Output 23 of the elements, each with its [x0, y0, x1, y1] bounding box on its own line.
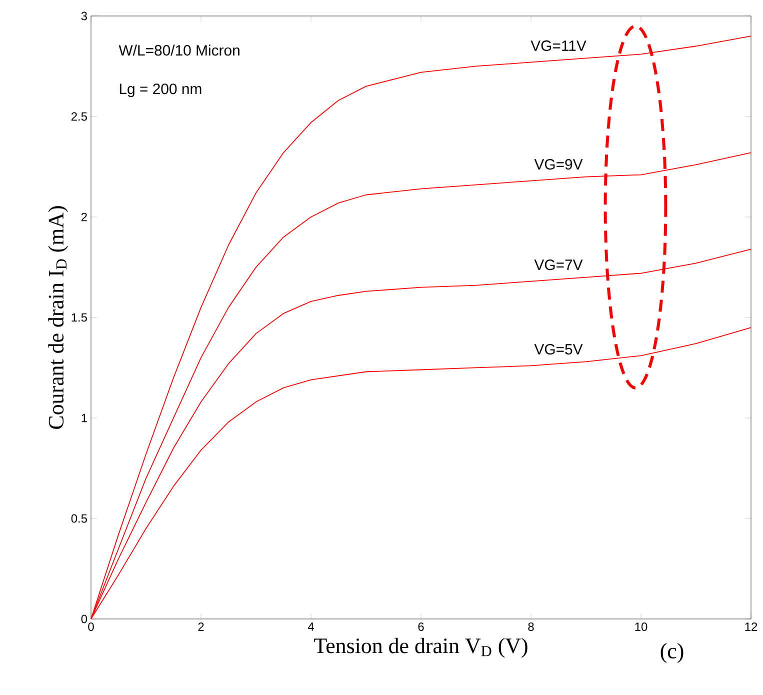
annotation: W/L=80/10 Micron: [118, 44, 240, 56]
y-tick-label: 3: [81, 12, 87, 20]
series-label: VG=5V: [534, 344, 583, 355]
text: (c): [660, 643, 684, 663]
y-tick-label: 1: [82, 414, 87, 422]
series-label: VG=7V: [534, 260, 583, 270]
x-tick-label: 4: [308, 622, 314, 631]
y-tick-label: 2.5: [71, 112, 87, 121]
x-tick-label: 6: [418, 622, 424, 631]
y-axis-title: Courant de drain I$_{D}$ (mA): [48, 206, 68, 429]
y-tick-label: 1.5: [72, 313, 87, 322]
y-tick-label: 2: [81, 212, 87, 222]
x-tick-label: 8: [528, 622, 534, 631]
x-tick-label: 10: [635, 622, 648, 631]
x-axis-title: Tension de drain V$_{D}$ (V): [314, 638, 528, 658]
y-tick-label: 0.5: [71, 514, 87, 523]
series-label: VG=9V: [534, 159, 583, 170]
series-label: VG=11V: [530, 40, 586, 52]
annotation: Lg = 200 nm: [120, 84, 202, 98]
x-tick-label: 12: [745, 622, 758, 631]
x-tick-label: 2: [198, 622, 204, 631]
x-tick-label: 0: [88, 622, 94, 631]
y-tick-label: 0: [81, 614, 88, 624]
